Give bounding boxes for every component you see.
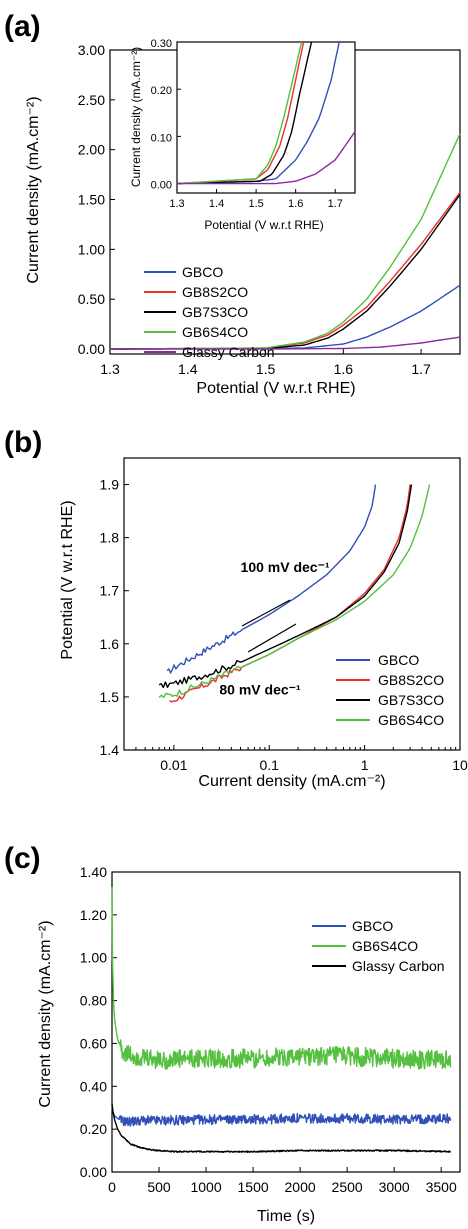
panel-a-inset-xlabel: Potential (V w.r.t RHE) [204,218,323,232]
panel-c-xtick-label: 0 [108,1179,116,1195]
panel-b-ylabel: Potential (V w.r.t RHE) [59,500,76,659]
panel-b-xtick-label: 0.01 [160,757,187,773]
panel-a-inset-ytick-label: 0.30 [151,38,172,50]
panel-a-ytick-label: 3.00 [78,42,105,58]
panel-a-legend-label: GBCO [182,264,223,280]
panel-a-ytick-label: 2.00 [78,142,105,158]
panel-a-legend-label: GB6S4CO [182,324,248,340]
panel-c-xtick-label: 1500 [238,1179,269,1195]
panel-b-series-gb6s4co [158,484,431,699]
panel-b-xtick-label: 1 [361,757,369,773]
panel-b-xtick-label: 0.1 [260,757,280,773]
panel-c-ytick-label: 0.20 [80,1121,107,1137]
panel-a-series-gb8s2co [110,192,461,350]
panel-c-chart: (c) Current density (mA.cm⁻²) Time (s) 0… [4,842,461,1225]
panel-c-ytick-label: 1.00 [80,950,107,966]
panel-label-b: (b) [4,426,42,459]
panel-b-series-gbco [166,484,377,674]
panel-c-ytick-label: 0.80 [80,993,107,1009]
panel-a-xtick-label: 1.5 [256,361,276,377]
panel-a-ytick-label: 2.50 [78,92,105,108]
panel-a-inset-xtick-label: 1.3 [169,198,184,210]
panel-b-legend-label: GBCO [378,652,419,668]
panel-b-xlabel: Current density (mA.cm⁻²) [198,773,385,790]
panel-a-series-glassy-carbon [110,336,461,350]
panel-c-xtick-label: 3000 [379,1179,410,1195]
panel-c-xlabel: Time (s) [257,1208,315,1225]
panel-a-inset-series-gb6s4co [176,41,303,185]
panel-b-ytick-label: 1.7 [100,583,120,599]
panel-c-frame [111,871,461,1173]
panel-a-series-gbco [110,284,461,350]
panel-c-ytick-label: 0.00 [80,1164,107,1180]
panel-a-xtick-label: 1.4 [178,361,198,377]
panel-c-ytick-label: 0.60 [80,1035,107,1051]
panel-b-ytick-label: 1.6 [100,636,120,652]
panel-b-legend-label: GB8S2CO [378,672,444,688]
panel-b-ytick-label: 1.4 [100,742,120,758]
panel-a-inset-ytick-label: 0.10 [151,132,172,144]
panel-c-xtick-label: 1000 [190,1179,221,1195]
panel-a-inset-ytick-label: 0.20 [151,85,172,97]
panel-b-series-gb7s3co [158,484,413,689]
panel-a-inset-chart: Current density (mA.cm⁻²) Potential (V w… [129,38,356,232]
panel-c-ylabel: Current density (mA.cm⁻²) [37,920,54,1107]
panel-b-annotation: 100 mV dec⁻¹ [241,559,330,575]
panel-a-legend-label: GB7S3CO [182,304,248,320]
panel-a-inset-xtick-label: 1.4 [209,198,224,210]
panel-b-slope-line-80 [241,599,291,627]
panel-b-legend-label: GB6S4CO [378,712,444,728]
panel-b-xtick-label: 10 [452,757,468,773]
panel-c-series-gbco [111,1107,452,1127]
panel-a-ytick-label: 1.00 [78,241,105,257]
panel-b-chart: (b) Potential (V w.r.t RHE) Current dens… [4,426,468,790]
panel-c-ytick-label: 1.20 [80,907,107,923]
panel-b-frame [123,457,461,751]
panel-a-inset-ylabel: Current density (mA.cm⁻²) [129,47,143,187]
panel-b-ytick-label: 1.8 [100,530,120,546]
panel-c-series-gb6s4co [111,886,452,1070]
panel-b-ytick-label: 1.9 [100,477,120,493]
panel-c-ytick-label: 0.40 [80,1078,107,1094]
panel-b-annotation: 80 mV dec⁻¹ [219,681,301,697]
panel-a-inset-frame [176,41,356,194]
panel-a-legend-label: GB8S2CO [182,284,248,300]
panel-b-legend-label: GB7S3CO [378,692,444,708]
panel-c-legend-label: GB6S4CO [352,938,418,954]
panel-a-ytick-label: 0.50 [78,291,105,307]
panel-c-legend-label: Glassy Carbon [352,958,445,974]
panel-c-series-glassy-carbon [111,1103,452,1153]
panel-c-ytick-label: 1.40 [80,864,107,880]
panel-a-inset-xtick-label: 1.5 [248,198,263,210]
panel-a-xtick-label: 1.6 [334,361,354,377]
panel-c-xtick-label: 500 [147,1179,171,1195]
panel-a-inset-xtick-label: 1.6 [288,198,303,210]
panel-label-c: (c) [4,842,41,875]
panel-a-ytick-label: 0.00 [78,341,105,357]
panel-a-inset-series-glassy-carbon [177,131,356,185]
panel-c-xtick-label: 2500 [332,1179,363,1195]
panel-a-inset-ytick-label: 0.00 [151,180,172,192]
panel-a-xlabel: Potential (V w.r.t RHE) [196,380,355,397]
panel-a-legend-label: Glassy Carbon [182,344,275,360]
panel-c-legend-label: GBCO [352,918,393,934]
panel-c-xtick-label: 2000 [285,1179,316,1195]
panel-a-ytick-label: 1.50 [78,192,105,208]
panel-a-inset-xtick-label: 1.7 [328,198,343,210]
panel-b-slope-line-100 [247,623,297,653]
panel-a-xtick-label: 1.7 [411,361,431,377]
panel-c-xtick-label: 3500 [426,1179,457,1195]
panel-b-ytick-label: 1.5 [100,689,120,705]
panel-a-chart: (a) Current density (mA.cm⁻²) Potential … [4,10,461,397]
panel-a-ylabel: Current density (mA.cm⁻²) [25,96,42,283]
panel-a-xtick-label: 1.3 [100,361,120,377]
panel-label-a: (a) [4,10,41,43]
